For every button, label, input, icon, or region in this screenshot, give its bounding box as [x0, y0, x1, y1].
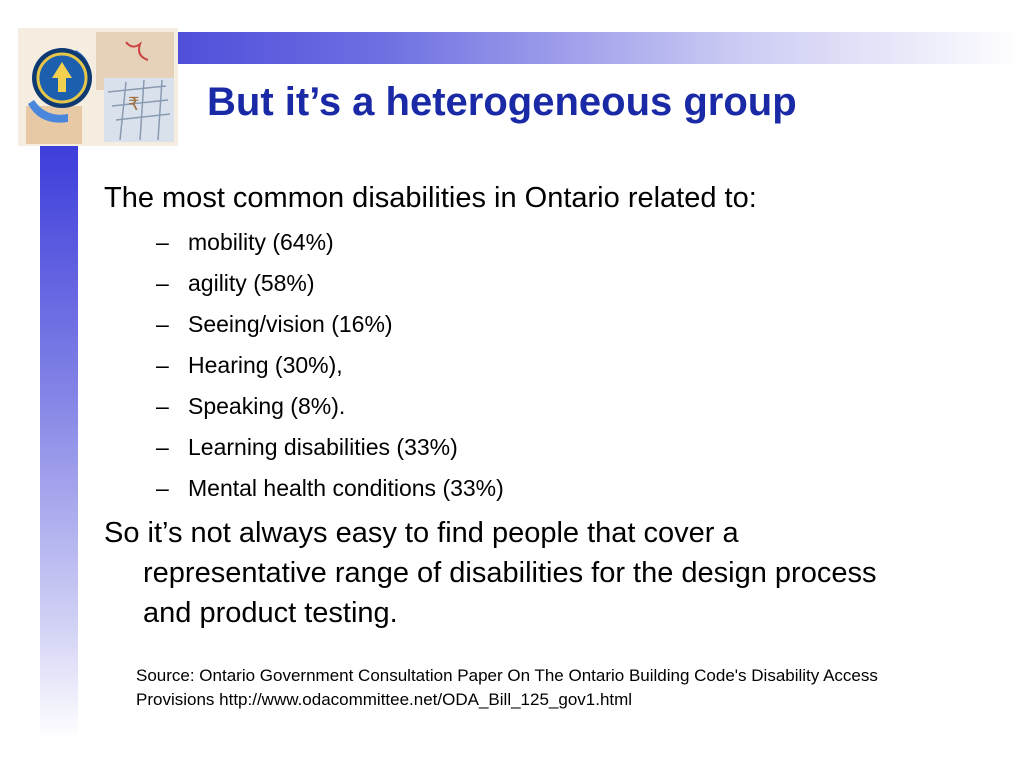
list-item-text: mobility (64%): [188, 229, 334, 255]
bullet-dash: –: [156, 434, 169, 460]
list-item-text: Seeing/vision (16%): [188, 311, 393, 337]
list-item: – Hearing (30%),: [156, 345, 904, 386]
disability-list: – mobility (64%) – agility (58%) – Seeing/v…: [104, 222, 904, 509]
list-item: – Mental health conditions (33%): [156, 468, 904, 509]
svg-text:₹: ₹: [128, 94, 139, 115]
list-item-text: agility (58%): [188, 270, 315, 296]
bullet-dash: –: [156, 311, 169, 337]
slide-title: But it’s a heterogeneous group: [207, 80, 797, 124]
list-item: – mobility (64%): [156, 222, 904, 263]
bullet-dash: –: [156, 393, 169, 419]
bullet-dash: –: [156, 270, 169, 296]
top-accent-bar: [40, 32, 1024, 64]
bullet-dash: –: [156, 475, 169, 501]
source-citation: Source: Ontario Government Consultation …: [136, 666, 878, 709]
intro-text: The most common disabilities in Ontario …: [104, 182, 757, 214]
bullet-dash: –: [156, 229, 169, 255]
slide-body: The most common disabilities in Ontario …: [104, 178, 904, 633]
list-item: – Learning disabilities (33%): [156, 427, 904, 468]
list-item-text: Learning disabilities (33%): [188, 434, 458, 460]
bullet-dash: –: [156, 352, 169, 378]
list-item-text: Mental health conditions (33%): [188, 475, 504, 501]
list-item: – Seeing/vision (16%): [156, 304, 904, 345]
list-item: – agility (58%): [156, 263, 904, 304]
list-item: – Speaking (8%).: [156, 386, 904, 427]
list-item-text: Speaking (8%).: [188, 393, 346, 419]
list-item-text: Hearing (30%),: [188, 352, 343, 378]
globe-collage-logo-icon: ₹: [18, 28, 178, 146]
conclusion-text: So it’s not always easy to find people t…: [104, 517, 877, 629]
left-accent-bar: [40, 145, 78, 740]
